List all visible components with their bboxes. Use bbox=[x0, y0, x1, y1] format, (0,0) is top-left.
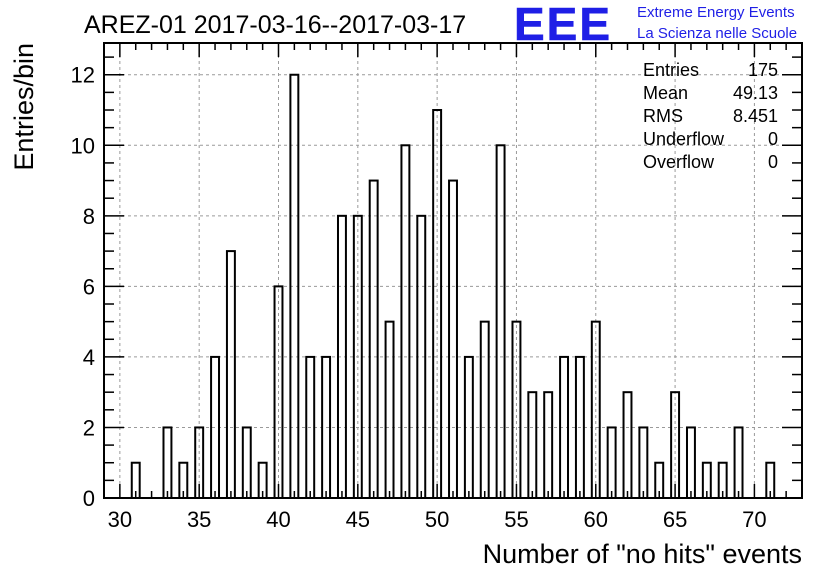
eee-logo-line1: Extreme Energy Events bbox=[637, 4, 795, 21]
eee-logo-text: EEE bbox=[514, 0, 612, 50]
histogram-bar bbox=[733, 426, 744, 499]
y-tick-label: 4 bbox=[83, 345, 95, 370]
x-tick-label: 40 bbox=[266, 507, 290, 532]
histogram-bar bbox=[495, 144, 506, 499]
y-tick-label: 8 bbox=[83, 204, 95, 229]
histogram-bar bbox=[479, 320, 490, 499]
stats-value: 8.451 bbox=[733, 106, 778, 126]
histogram-bar bbox=[685, 426, 696, 499]
stats-label: Entries bbox=[643, 60, 699, 80]
x-tick-labels: 30 35 40 45 50 55 60 65 70 bbox=[108, 507, 767, 532]
histogram-bar bbox=[162, 426, 173, 499]
stats-value: 0 bbox=[768, 152, 778, 172]
stats-value: 175 bbox=[748, 60, 778, 80]
y-tick-label: 10 bbox=[71, 133, 95, 158]
chart-title: AREZ-01 2017-03-16--2017-03-17 bbox=[84, 11, 466, 39]
plot-frame bbox=[103, 42, 803, 499]
x-tick-label: 70 bbox=[742, 507, 766, 532]
stats-label: RMS bbox=[643, 106, 683, 126]
stats-label: Overflow bbox=[643, 152, 715, 172]
y-tick-label: 0 bbox=[83, 486, 95, 511]
x-tick-label: 50 bbox=[425, 507, 449, 532]
y-tick-label: 6 bbox=[83, 274, 95, 299]
histogram-bar bbox=[400, 144, 411, 499]
x-tick-label: 30 bbox=[108, 507, 132, 532]
x-tick-label: 55 bbox=[504, 507, 528, 532]
x-tick-label: 65 bbox=[663, 507, 687, 532]
y-tick-labels: 0 2 4 6 8 10 12 bbox=[71, 63, 95, 511]
histogram-bar bbox=[527, 391, 538, 499]
x-axis-label: Number of "no hits" events bbox=[483, 539, 802, 569]
histogram-bar bbox=[622, 391, 633, 499]
grid-lines bbox=[104, 43, 802, 498]
x-tick-label: 35 bbox=[187, 507, 211, 532]
y-tick-label: 12 bbox=[71, 63, 95, 88]
histogram-bar bbox=[241, 426, 252, 499]
histogram-bar bbox=[225, 250, 236, 499]
histogram-bar bbox=[368, 179, 379, 499]
stats-value: 49.13 bbox=[733, 83, 778, 103]
stats-label: Underflow bbox=[643, 129, 725, 149]
x-tick-label: 45 bbox=[346, 507, 370, 532]
eee-logo-line2: La Scienza nelle Scuole bbox=[637, 25, 797, 42]
histogram-bar bbox=[606, 426, 617, 499]
stats-label: Mean bbox=[643, 83, 688, 103]
stats-box: Entries 175 Mean 49.13 RMS 8.451 Underflow 0 Ove… bbox=[643, 60, 778, 172]
histogram-bar bbox=[448, 179, 458, 499]
histogram-bar bbox=[543, 391, 554, 499]
x-tick-label: 60 bbox=[584, 507, 608, 532]
y-axis-label: Entries/bin bbox=[9, 43, 39, 171]
eee-logo: EEE Extreme Energy Events La Scienza nel… bbox=[514, 0, 797, 50]
axis-ticks bbox=[103, 43, 803, 499]
histogram-bar bbox=[638, 426, 649, 499]
y-tick-label: 2 bbox=[83, 415, 95, 440]
histogram-bar bbox=[384, 320, 395, 499]
stats-value: 0 bbox=[768, 129, 778, 149]
